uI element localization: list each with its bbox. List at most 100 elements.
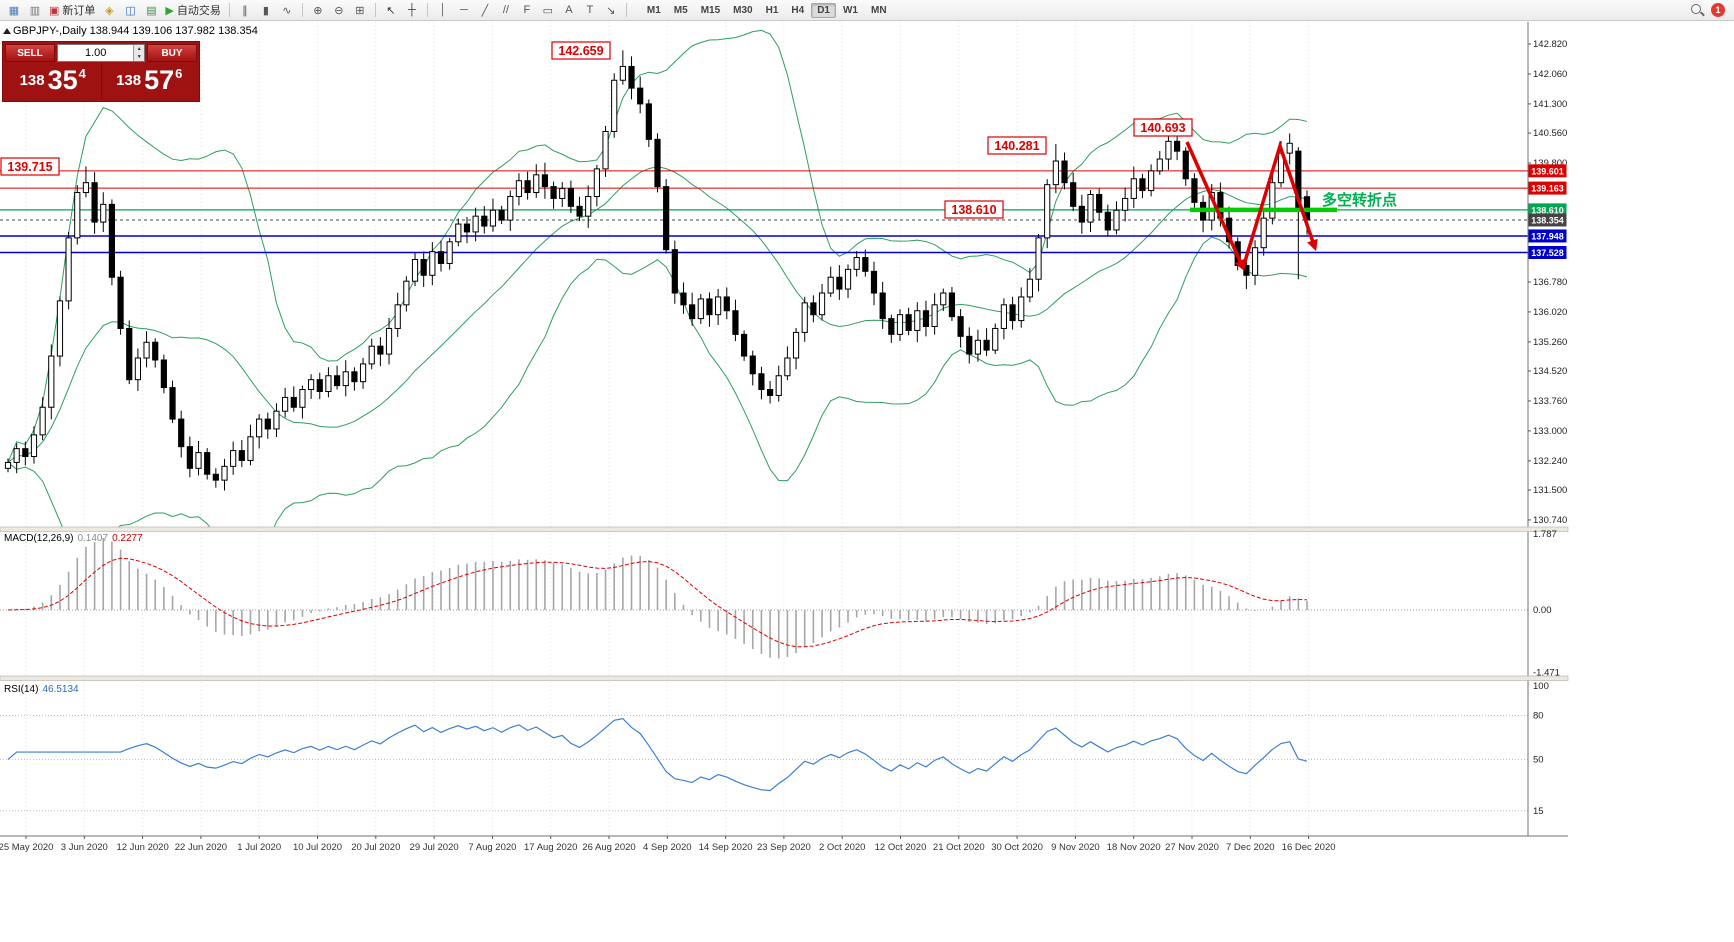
svg-text:1 Jul 2020: 1 Jul 2020 xyxy=(237,842,281,853)
svg-text:12 Jun 2020: 12 Jun 2020 xyxy=(116,842,168,853)
svg-text:18 Nov 2020: 18 Nov 2020 xyxy=(1107,842,1161,853)
buy-button[interactable]: BUY xyxy=(147,44,197,62)
label-icon[interactable]: T xyxy=(586,4,594,16)
toolbar-separator xyxy=(374,3,376,17)
toolbar-separator xyxy=(625,3,627,17)
macd-panel xyxy=(0,537,1528,659)
svg-text:22 Jun 2020: 22 Jun 2020 xyxy=(175,842,227,853)
svg-text:7 Aug 2020: 7 Aug 2020 xyxy=(468,842,516,853)
svg-text:139.601: 139.601 xyxy=(1531,166,1564,176)
timeframe-group: M1 M5 M15 M30 H1 H4 D1 W1 MN xyxy=(641,2,893,18)
timeframe-MN[interactable]: MN xyxy=(870,4,887,16)
svg-text:140.693: 140.693 xyxy=(1140,121,1185,135)
svg-text:-1.471: -1.471 xyxy=(1533,667,1560,678)
svg-text:142.060: 142.060 xyxy=(1533,69,1567,80)
svg-text:140.560: 140.560 xyxy=(1533,128,1567,139)
symbols-icon[interactable]: ◈ xyxy=(105,4,114,17)
svg-text:21 Oct 2020: 21 Oct 2020 xyxy=(933,842,985,853)
rsi-label: RSI(14) 46.5134 xyxy=(4,684,79,695)
svg-text:135.260: 135.260 xyxy=(1533,337,1567,348)
line-chart-icon[interactable]: ∿ xyxy=(282,4,292,17)
cn-annotation-text: 多空转折点 xyxy=(1322,192,1398,209)
arrow-tool-icon[interactable]: ↘ xyxy=(606,4,616,17)
shapes-icon[interactable]: ▭ xyxy=(542,4,554,17)
svg-text:141.300: 141.300 xyxy=(1533,99,1567,110)
timeframe-M5[interactable]: M5 xyxy=(673,4,688,16)
search-icon[interactable] xyxy=(1690,3,1704,17)
svg-text:10 Jul 2020: 10 Jul 2020 xyxy=(293,842,342,853)
toolbar-left-group: ▦ ▥ ▣ 新订单 ◈ ◫ ▤ ▶ 自动交易 ∥ ▮ ∿ ⊕ ⊖ ⊞ ↖ ┼ │ ─ ╱ // F ▭ A T ↘ xyxy=(4,2,631,19)
svg-text:80: 80 xyxy=(1533,710,1544,721)
data-window-icon[interactable]: ▤ xyxy=(146,4,157,17)
svg-text:142.659: 142.659 xyxy=(558,44,603,58)
vertical-line-icon[interactable]: │ xyxy=(439,4,447,16)
notification-badge[interactable]: 1 xyxy=(1711,3,1725,17)
macd-label: MACD(12,26,9) 0.1407 0.2277 xyxy=(4,533,143,544)
svg-text:20 Jul 2020: 20 Jul 2020 xyxy=(351,842,400,853)
fibonacci-icon[interactable]: F xyxy=(523,4,531,16)
new-chart-icon[interactable]: ▦ xyxy=(8,4,20,17)
buy-price: 138 57 6 xyxy=(100,62,198,99)
market-watch-icon[interactable]: ◫ xyxy=(125,4,136,17)
cursor-icon[interactable]: ↖ xyxy=(386,4,396,17)
svg-text:17 Aug 2020: 17 Aug 2020 xyxy=(524,842,577,853)
autotrade-button[interactable]: ▶ 自动交易 xyxy=(165,4,221,18)
svg-text:138.610: 138.610 xyxy=(951,203,996,217)
volume-up-button[interactable]: ▲ xyxy=(134,45,144,53)
svg-text:4 Sep 2020: 4 Sep 2020 xyxy=(643,842,692,853)
tile-windows-icon[interactable]: ⊞ xyxy=(355,4,365,17)
zoom-out-icon[interactable]: ⊖ xyxy=(334,4,344,17)
timeframe-H4[interactable]: H4 xyxy=(791,4,805,16)
svg-text:16 Dec 2020: 16 Dec 2020 xyxy=(1282,842,1336,853)
svg-text:139.163: 139.163 xyxy=(1531,184,1564,194)
new-order-button[interactable]: ▣ 新订单 xyxy=(49,4,96,18)
svg-text:140.281: 140.281 xyxy=(994,139,1039,153)
svg-text:3 Jun 2020: 3 Jun 2020 xyxy=(61,842,108,853)
timeframe-M15[interactable]: M15 xyxy=(700,4,721,16)
volume-down-button[interactable]: ▼ xyxy=(134,53,144,61)
toolbar-separator xyxy=(301,3,303,17)
svg-text:26 Aug 2020: 26 Aug 2020 xyxy=(582,842,635,853)
svg-text:12 Oct 2020: 12 Oct 2020 xyxy=(875,842,927,853)
sell-button[interactable]: SELL xyxy=(5,44,55,62)
annotation-labels: 142.659 139.715 140.281 140.693 138.610 xyxy=(0,41,1193,219)
svg-text:134.520: 134.520 xyxy=(1533,366,1567,377)
crosshair-icon[interactable]: ┼ xyxy=(407,4,416,16)
panel-splitter[interactable] xyxy=(0,675,1569,681)
gridlines xyxy=(25,22,1310,836)
svg-text:23 Sep 2020: 23 Sep 2020 xyxy=(757,842,811,853)
horizontal-line-icon[interactable]: ─ xyxy=(459,4,468,16)
channel-icon[interactable]: // xyxy=(502,4,509,16)
bar-chart-icon[interactable]: ∥ xyxy=(242,4,248,17)
svg-text:133.000: 133.000 xyxy=(1533,426,1567,437)
svg-text:139.715: 139.715 xyxy=(7,160,52,174)
timeframe-D1[interactable]: D1 xyxy=(811,2,836,18)
timeframe-W1[interactable]: W1 xyxy=(842,4,858,16)
svg-text:15: 15 xyxy=(1533,806,1544,817)
svg-text:137.528: 137.528 xyxy=(1531,248,1564,258)
panel-borders xyxy=(0,22,1569,837)
svg-text:50: 50 xyxy=(1533,754,1544,765)
profiles-icon[interactable]: ▥ xyxy=(29,4,41,17)
svg-text:14 Sep 2020: 14 Sep 2020 xyxy=(699,842,753,853)
price-axis[interactable]: 142.820 142.060 141.300 140.560 139.800 136.7… xyxy=(1528,39,1567,817)
svg-text:138.354: 138.354 xyxy=(1531,215,1564,225)
time-axis[interactable]: 25 May 2020 3 Jun 2020 12 Jun 2020 22 Jun 2… xyxy=(0,836,1336,853)
svg-text:7 Dec 2020: 7 Dec 2020 xyxy=(1226,842,1275,853)
panel-splitter[interactable] xyxy=(0,526,1569,532)
svg-text:138.610: 138.610 xyxy=(1531,205,1564,215)
text-icon[interactable]: A xyxy=(565,4,573,16)
svg-text:136.780: 136.780 xyxy=(1533,277,1567,288)
zoom-in-icon[interactable]: ⊕ xyxy=(313,4,323,17)
svg-text:131.500: 131.500 xyxy=(1533,485,1567,496)
timeframe-M1[interactable]: M1 xyxy=(646,4,661,16)
trendline-icon[interactable]: ╱ xyxy=(481,4,489,17)
timeframe-H1[interactable]: H1 xyxy=(765,4,779,16)
candlestick-icon[interactable]: ▮ xyxy=(262,4,269,17)
timeframe-M30[interactable]: M30 xyxy=(733,4,753,16)
volume-input[interactable] xyxy=(58,45,134,61)
one-click-toggle-icon[interactable] xyxy=(3,28,11,34)
svg-text:2 Oct 2020: 2 Oct 2020 xyxy=(819,842,865,853)
